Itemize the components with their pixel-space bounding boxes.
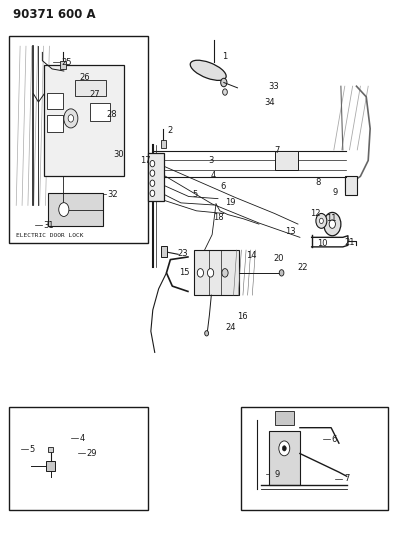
- Text: 1: 1: [222, 52, 227, 61]
- Text: 24: 24: [226, 323, 236, 332]
- Text: 5: 5: [29, 445, 35, 454]
- Circle shape: [316, 214, 327, 228]
- Text: 15: 15: [179, 268, 189, 277]
- Circle shape: [221, 78, 227, 87]
- Bar: [48, 93, 63, 109]
- Text: 5: 5: [193, 190, 198, 199]
- Text: 12: 12: [310, 209, 320, 218]
- Bar: [241, 407, 388, 511]
- Text: 22: 22: [297, 263, 308, 272]
- Text: 11: 11: [326, 214, 336, 223]
- Text: 21: 21: [344, 238, 354, 247]
- Bar: [162, 246, 167, 257]
- Text: 20: 20: [274, 254, 284, 263]
- Text: 6: 6: [331, 435, 336, 444]
- Circle shape: [279, 441, 290, 456]
- Text: 26: 26: [79, 73, 90, 82]
- Text: 17: 17: [140, 156, 151, 165]
- Bar: [60, 61, 66, 69]
- Text: 18: 18: [213, 213, 224, 222]
- Circle shape: [320, 218, 323, 223]
- Text: 31: 31: [44, 221, 54, 230]
- Text: 32: 32: [108, 190, 118, 199]
- Text: 90371 600 A: 90371 600 A: [13, 8, 96, 21]
- Text: 16: 16: [237, 312, 247, 321]
- Text: 29: 29: [86, 449, 97, 458]
- Circle shape: [64, 109, 78, 128]
- Bar: [275, 411, 294, 425]
- Circle shape: [329, 220, 335, 228]
- Text: 6: 6: [220, 182, 225, 191]
- Bar: [9, 407, 148, 511]
- Bar: [48, 193, 103, 226]
- Circle shape: [150, 170, 155, 176]
- Text: 10: 10: [317, 239, 327, 248]
- Circle shape: [205, 330, 209, 336]
- Circle shape: [279, 270, 284, 276]
- Text: 4: 4: [210, 171, 215, 180]
- Text: 8: 8: [316, 178, 321, 187]
- Text: 2: 2: [167, 126, 173, 135]
- Text: 25: 25: [62, 58, 72, 67]
- Text: 28: 28: [107, 110, 118, 119]
- Text: 4: 4: [79, 434, 84, 443]
- Text: 19: 19: [225, 198, 236, 207]
- Circle shape: [59, 203, 69, 216]
- Bar: [44, 65, 123, 176]
- Text: 30: 30: [114, 150, 125, 159]
- Text: 7: 7: [344, 474, 349, 483]
- Text: 34: 34: [265, 98, 275, 107]
- Bar: [48, 115, 63, 132]
- Bar: [345, 176, 357, 195]
- Circle shape: [223, 89, 227, 95]
- Bar: [275, 151, 298, 170]
- Circle shape: [150, 190, 155, 197]
- Bar: [194, 250, 239, 295]
- Circle shape: [197, 269, 204, 277]
- Bar: [269, 431, 300, 484]
- Bar: [46, 461, 55, 471]
- Text: 14: 14: [246, 252, 257, 261]
- Bar: [48, 447, 53, 452]
- Text: 23: 23: [177, 249, 187, 259]
- Text: 9: 9: [275, 470, 280, 479]
- Text: ELECTRIC DOOR LOCK: ELECTRIC DOOR LOCK: [16, 233, 84, 238]
- Circle shape: [150, 160, 155, 167]
- Circle shape: [282, 446, 286, 451]
- Text: 9: 9: [332, 188, 338, 197]
- Text: 13: 13: [285, 227, 296, 236]
- Text: 33: 33: [269, 82, 279, 91]
- Text: 7: 7: [275, 147, 280, 156]
- Bar: [161, 140, 166, 148]
- Text: 27: 27: [89, 90, 100, 99]
- Bar: [9, 36, 148, 243]
- Text: 3: 3: [208, 156, 213, 165]
- Ellipse shape: [190, 60, 226, 80]
- Circle shape: [208, 269, 214, 277]
- Circle shape: [68, 115, 73, 122]
- Bar: [75, 80, 106, 96]
- Circle shape: [150, 180, 155, 187]
- Bar: [148, 153, 164, 201]
- Circle shape: [324, 213, 341, 236]
- Bar: [90, 103, 110, 120]
- Circle shape: [222, 269, 228, 277]
